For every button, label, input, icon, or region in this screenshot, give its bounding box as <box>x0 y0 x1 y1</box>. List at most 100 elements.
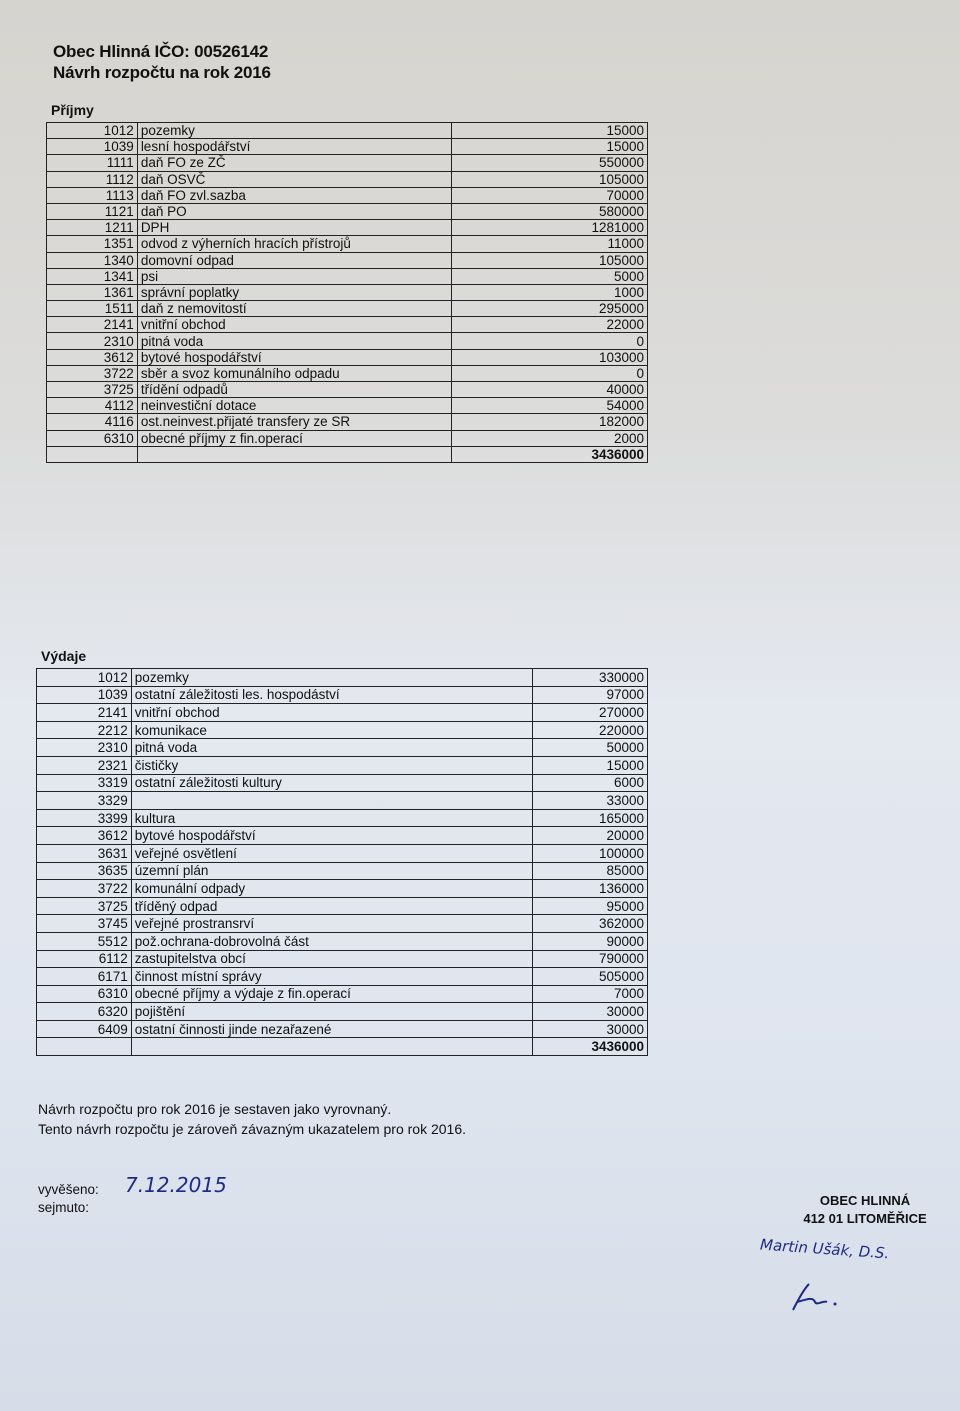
cell-value: 40000 <box>451 380 648 399</box>
table-row: 3722 sběr a svoz komunálního odpadu 0 <box>46 364 648 383</box>
total-value: 3436000 <box>532 1037 648 1057</box>
table-row: 2310 pitná voda 0 <box>46 332 648 350</box>
cell-name: daň z nemovitostí <box>136 300 453 318</box>
cell-name: ostatní záležitosti kultury <box>130 773 534 793</box>
cell-code: 1351 <box>46 235 138 253</box>
cell-code: 6171 <box>36 967 132 986</box>
cell-name: neinvestiční dotace <box>136 397 453 415</box>
cell-name: třídění odpadů <box>136 380 453 399</box>
table-row: 5512 pož.ochrana-dobrovolná část 90000 <box>36 931 648 951</box>
cell-value: 5000 <box>451 267 648 285</box>
table-row: 1351 odvod z výherních hracích přístrojů 1… <box>46 235 648 253</box>
cell-code: 1113 <box>46 186 138 204</box>
table-row: 6409 ostatní činnosti jinde nezařazené 300… <box>36 1019 648 1039</box>
cell-value: 70000 <box>451 186 648 204</box>
cell-name: správní poplatky <box>136 283 453 302</box>
cell-code: 1340 <box>46 251 138 269</box>
cell-name: daň OSVČ <box>136 170 453 188</box>
cell-code: 4112 <box>46 397 138 415</box>
table-row: 4112 neinvestiční dotace 54000 <box>46 397 648 415</box>
cell-name: daň PO <box>136 202 453 221</box>
cell-code: 1012 <box>46 121 138 140</box>
cell-value: 22000 <box>451 316 648 334</box>
cell-name: odvod z výherních hracích přístrojů <box>136 235 453 253</box>
cell-name: obecné příjmy a výdaje z fin.operací <box>130 984 534 1004</box>
cell-code: 3399 <box>36 808 132 828</box>
cell-empty <box>130 1037 534 1057</box>
table-row: 6320 pojištění 30000 <box>36 1002 648 1021</box>
table-row: 2310 pitná voda 50000 <box>36 738 648 757</box>
cell-name: obecné příjmy z fin.operací <box>136 429 453 447</box>
table-row: 2321 čističky 15000 <box>36 755 648 775</box>
cell-code: 3329 <box>36 791 132 810</box>
table-row: 6112 zastupitelstva obcí 790000 <box>36 949 648 969</box>
cell-value: 33000 <box>532 791 648 810</box>
cell-value: 362000 <box>532 914 648 933</box>
cell-name: územní plán <box>130 861 534 881</box>
table-row: 1341 psi 5000 <box>46 267 648 285</box>
cell-code: 1211 <box>46 219 138 237</box>
cell-code: 1341 <box>46 267 138 285</box>
cell-value: 15000 <box>451 138 648 156</box>
municipality-title: Obec Hlinná IČO: 00526142 <box>53 42 269 61</box>
income-section-title: Příjmy <box>51 102 94 118</box>
cell-value: 90000 <box>532 931 648 951</box>
table-row: 3329 33000 <box>36 791 648 810</box>
cell-code: 3612 <box>46 348 138 366</box>
posted-date-handwritten: 7.12.2015 <box>125 1173 227 1197</box>
cell-value: 1281000 <box>451 219 648 237</box>
cell-name: komunikace <box>130 720 534 740</box>
table-row: 6310 obecné příjmy a výdaje z fin.operací… <box>36 984 648 1004</box>
cell-code: 1121 <box>46 202 138 221</box>
cell-code: 3635 <box>36 861 132 881</box>
cell-code: 3745 <box>36 914 132 933</box>
cell-value: 85000 <box>532 861 648 881</box>
cell-value: 220000 <box>532 720 648 740</box>
total-value: 3436000 <box>451 445 648 463</box>
signature-mark-icon <box>792 1283 837 1311</box>
expenses-table: 1012 pozemky 330000 1039 ostatní záležitosti… <box>36 668 648 1057</box>
table-row: 1112 daň OSVČ 105000 <box>46 170 648 188</box>
cell-code: 6310 <box>36 984 132 1004</box>
cell-code: 2310 <box>36 738 132 757</box>
cell-code: 2310 <box>46 332 138 350</box>
cell-name: psi <box>136 267 453 285</box>
table-row: 3725 třídění odpadů 40000 <box>46 380 648 399</box>
cell-code: 3631 <box>36 843 132 863</box>
cell-value: 105000 <box>451 170 648 188</box>
cell-code: 3319 <box>36 773 132 793</box>
cell-name: vnitřní obchod <box>136 316 453 334</box>
cell-name: lesní hospodářství <box>136 138 453 156</box>
table-row: 4116 ost.neinvest.přijaté transfery ze SR… <box>46 413 648 431</box>
cell-value: 20000 <box>532 826 648 845</box>
cell-value: 182000 <box>451 413 648 431</box>
cell-name: ostatní záležitosti les. hospodáství <box>130 685 534 705</box>
table-row: 3635 územní plán 85000 <box>36 861 648 881</box>
table-row: 6310 obecné příjmy z fin.operací 2000 <box>46 429 648 447</box>
cell-name: domovní odpad <box>136 251 453 269</box>
cell-code: 1112 <box>46 170 138 188</box>
cell-value: 7000 <box>532 984 648 1004</box>
table-row: 1121 daň PO 580000 <box>46 202 648 221</box>
cell-value: 790000 <box>532 949 648 969</box>
cell-value: 100000 <box>532 843 648 863</box>
stamp-line-1: OBEC HLINNÁ <box>819 1193 911 1208</box>
total-row: 3436000 <box>36 1037 648 1057</box>
cell-value: 330000 <box>532 668 648 687</box>
cell-value: 15000 <box>451 121 648 140</box>
cell-value: 1000 <box>451 283 648 302</box>
table-row: 1211 DPH 1281000 <box>46 219 648 237</box>
table-row: 3612 bytové hospodářství 103000 <box>46 348 648 366</box>
cell-name: pozemky <box>130 668 534 687</box>
cell-value: 505000 <box>532 967 648 986</box>
table-row: 3631 veřejné osvětlení 100000 <box>36 843 648 863</box>
cell-name: sběr a svoz komunálního odpadu <box>136 364 453 383</box>
cell-code: 5512 <box>36 931 132 951</box>
cell-value: 165000 <box>532 808 648 828</box>
cell-name: DPH <box>136 219 453 237</box>
cell-name: pozemky <box>136 121 453 140</box>
cell-empty <box>136 445 453 463</box>
cell-value: 6000 <box>532 773 648 793</box>
table-row: 1012 pozemky 15000 <box>46 121 648 140</box>
cell-value: 103000 <box>451 348 648 366</box>
